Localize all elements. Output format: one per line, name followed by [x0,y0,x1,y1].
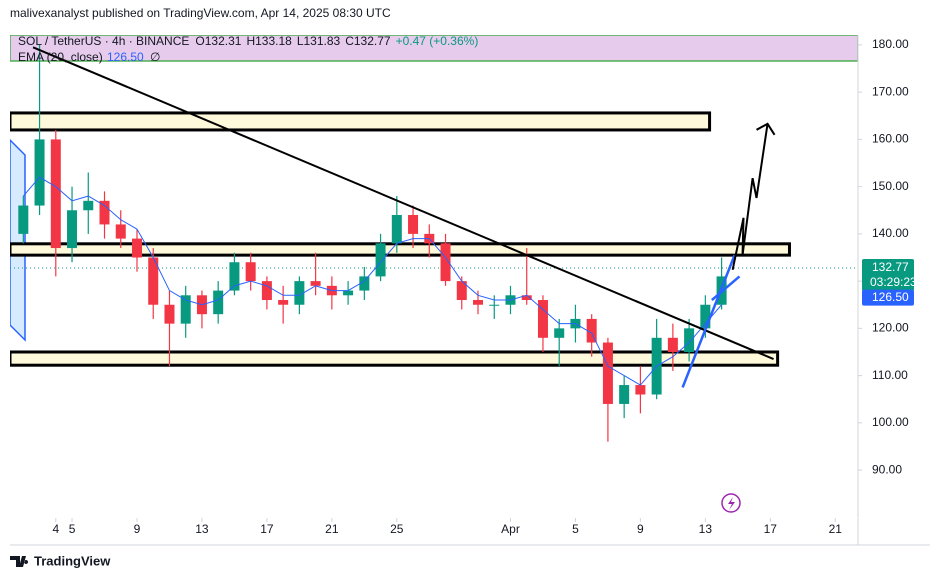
candle-body [537,300,548,338]
ema-tag [862,289,914,306]
zone [10,242,791,257]
candle-body [619,385,630,404]
x-tick-label: 17 [764,522,778,536]
ema-tag-label: 126.50 [872,290,909,304]
symbol: SOL / TetherUS · 4h · BINANCE [18,34,189,48]
candle-body [375,243,386,277]
left-shape [10,138,26,342]
logo: TradingView [10,553,111,568]
x-tick-label: 5 [572,522,579,536]
candle-body [440,243,451,282]
candle-body [408,214,419,234]
y-tick-label: 120.00 [872,321,909,335]
publisher: malivexanalyst published on TradingView.… [10,6,391,20]
candle-body [148,257,159,305]
candle-body [34,139,45,206]
candle-body [261,281,272,301]
candle-body [180,295,191,324]
candle-body [213,290,224,315]
candle-body [635,385,646,395]
candle-body [554,328,565,338]
arrow-head [756,122,776,136]
last-price-tag [862,259,914,292]
legend: SOL / TetherUS · 4h · BINANCE [18,34,189,48]
alert-icon[interactable] [721,493,741,513]
candle-body [586,318,597,343]
projection-arrow [731,123,769,270]
y-tick-label: 110.00 [872,368,908,382]
candle-body [83,200,94,211]
ema-status: ∅ [150,50,160,64]
zone [10,350,780,367]
y-tick-label: 170.00 [872,84,909,98]
candle-body [310,281,321,286]
x-tick-label: 17 [260,522,274,536]
x-tick-label: 9 [134,522,141,536]
candle-body [278,300,289,305]
candle-body [521,295,532,301]
zone [10,111,712,132]
y-tick-label: 90.00 [872,462,902,476]
alert-bolt [728,497,735,510]
candle-body [343,290,354,296]
candle-body [602,342,613,404]
candle-body [456,281,467,301]
candle-body [164,304,175,324]
ohlc-value: O132.31 [195,34,241,48]
y-tick-label: 100.00 [872,415,909,429]
y-tick-label: 180.00 [872,37,909,51]
trendline [681,254,736,388]
logo-mark [10,556,29,567]
candle-body [684,328,695,352]
plot-area [10,35,858,442]
x-tick-label: 13 [195,522,209,536]
y-tick-label: 160.00 [872,132,909,146]
ema-value: 126.50 [107,50,144,64]
y-tick-label: 140.00 [872,226,909,240]
candle-body [489,304,500,306]
x-tick-label: 21 [829,522,843,536]
candle-body [18,205,29,234]
candle-body [359,276,370,291]
zone [10,35,858,62]
footer-brand: TradingView [34,553,111,568]
candle-body [391,214,402,244]
trendline [711,275,741,301]
ohlc-value: C132.77 [345,34,391,48]
ema-name: EMA (20, close) [18,50,103,64]
x-tick-label: 21 [325,522,339,536]
candle-body [473,300,484,305]
candle-body [115,224,126,239]
candle-body [700,304,711,329]
x-tick-label: 5 [69,522,76,536]
last-price-label: 132.77 [872,260,909,274]
ohlc-value: +0.47 (+0.36%) [396,34,479,48]
x-tick-label: 25 [390,522,404,536]
ohlc-value: H133.18 [246,34,292,48]
x-tick-label: Apr [501,522,520,536]
x-tick-label: 13 [699,522,713,536]
trendline [32,46,774,360]
x-tick-label: 9 [637,522,644,536]
x-tick-label: 4 [52,522,59,536]
candle-body [245,262,256,282]
ohlc-value: L131.83 [297,34,341,48]
candle-body [67,210,78,249]
ema-line [22,176,722,386]
candle-body [131,238,142,258]
countdown: 03:29:23 [870,275,917,289]
y-tick-label: 150.00 [872,179,909,193]
candle-body [229,262,240,291]
candle-body [50,139,61,249]
candle-body [294,281,305,305]
candle-body [667,337,678,352]
candle-body [99,200,110,225]
